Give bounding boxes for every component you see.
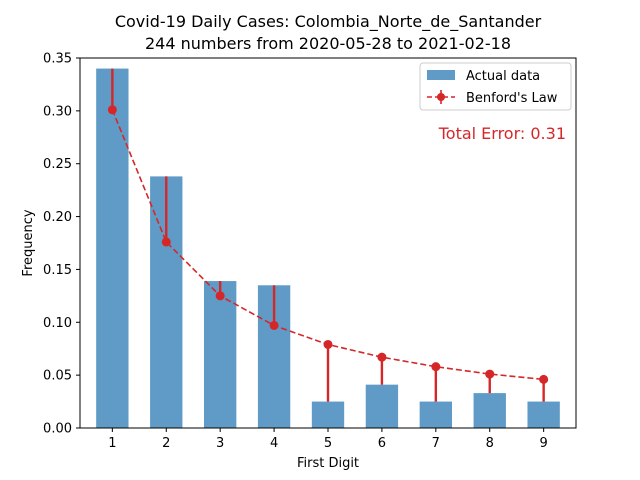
- benford-line-layer: [107, 105, 549, 384]
- x-tick-label: 8: [486, 436, 494, 451]
- error-lines-layer: [111, 68, 545, 402]
- y-axis-label: Frequency: [21, 209, 36, 276]
- legend-marker-benford: [437, 93, 445, 101]
- benford-point-digit-1: [107, 105, 117, 115]
- chart-subtitle: 244 numbers from 2020-05-28 to 2021-02-1…: [145, 34, 511, 53]
- bar-digit-8: [473, 393, 506, 428]
- bar-digit-9: [527, 401, 560, 428]
- benford-point-digit-2: [161, 237, 171, 247]
- bar-digit-6: [365, 384, 399, 428]
- benford-point-digit-8: [485, 369, 495, 379]
- x-tick-label: 4: [270, 436, 278, 451]
- bar-digit-5: [311, 401, 345, 428]
- legend-box: [419, 62, 572, 111]
- x-tick-label: 7: [432, 436, 440, 451]
- legend-label-actual: Actual data: [466, 69, 540, 84]
- legend-label-benford: Benford's Law: [466, 91, 558, 106]
- y-axis-ticks: 0.00 0.05 0.10 0.15 0.20 0.25 0.30 0.35: [43, 52, 80, 437]
- x-tick-label: 3: [216, 436, 224, 451]
- benford-point-digit-9: [539, 374, 549, 384]
- total-error-annotation: Total Error: 0.31: [438, 124, 566, 143]
- y-tick-label: 0.00: [43, 422, 72, 437]
- y-tick-label: 0.30: [43, 104, 72, 119]
- y-tick-label: 0.35: [43, 52, 72, 67]
- benford-point-digit-4: [269, 320, 279, 330]
- x-tick-label: 9: [540, 436, 548, 451]
- y-tick-label: 0.10: [43, 316, 72, 331]
- y-tick-label: 0.20: [43, 210, 72, 225]
- x-tick-label: 6: [378, 436, 386, 451]
- y-tick-label: 0.25: [43, 157, 72, 172]
- x-axis-ticks: 1 2 3 4 5 6 7 8 9: [108, 428, 548, 451]
- x-axis-label: First Digit: [297, 456, 359, 471]
- benford-point-digit-3: [215, 291, 225, 301]
- legend-swatch-actual: [427, 70, 455, 80]
- bar-digit-7: [419, 401, 452, 428]
- legend: Actual data Benford's Law: [419, 62, 572, 111]
- x-tick-label: 5: [324, 436, 332, 451]
- y-tick-label: 0.05: [43, 369, 72, 384]
- y-tick-label: 0.15: [43, 263, 72, 278]
- benford-point-digit-7: [431, 362, 441, 372]
- bar-digit-1: [96, 68, 129, 429]
- chart-title: Covid-19 Daily Cases: Colombia_Norte_de_…: [115, 12, 542, 32]
- benford-point-digit-6: [377, 352, 387, 362]
- bar-digit-3: [204, 281, 237, 428]
- x-tick-label: 1: [108, 436, 116, 451]
- benford-point-digit-5: [323, 339, 333, 349]
- x-tick-label: 2: [162, 436, 170, 451]
